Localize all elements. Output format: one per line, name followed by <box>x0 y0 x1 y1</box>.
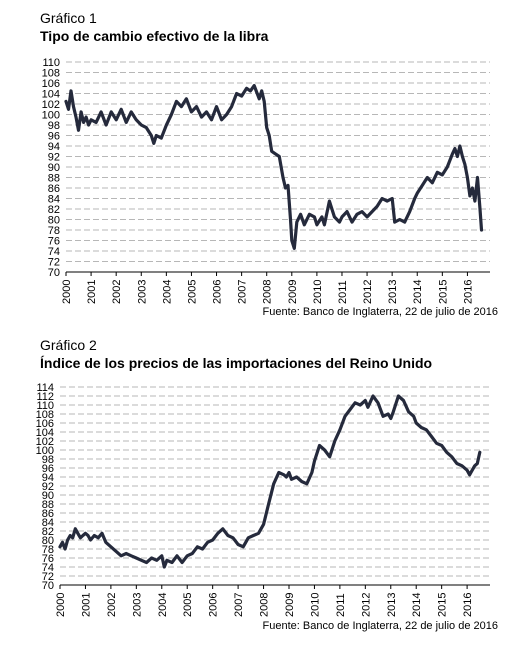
y-tick-label: 90 <box>42 490 54 502</box>
y-tick-label: 102 <box>36 436 54 448</box>
y-tick-label: 78 <box>48 225 60 237</box>
x-tick-label: 2000 <box>61 280 73 304</box>
x-tick-label: 2014 <box>411 593 423 617</box>
x-tick-label: 2005 <box>182 593 194 617</box>
x-tick-label: 2009 <box>287 280 299 304</box>
chart-source: Fuente: Banco de Inglaterra, 22 de julio… <box>262 620 498 632</box>
y-tick-label: 80 <box>42 535 54 547</box>
y-tick-label: 108 <box>42 68 60 80</box>
x-tick-label: 2012 <box>360 593 372 617</box>
y-tick-label: 104 <box>36 427 54 439</box>
x-tick-label: 2016 <box>462 593 474 617</box>
x-tick-label: 2004 <box>161 280 173 304</box>
y-tick-label: 86 <box>48 183 60 195</box>
figure-label: Gráfico 1 <box>40 10 97 26</box>
x-axis: 2000 2001 2002 2003 2004 2005 2006 2007 2008 2009… <box>61 272 474 304</box>
x-tick-label: 2006 <box>212 280 224 304</box>
y-tick-label: 98 <box>48 120 60 132</box>
y-tick-label: 76 <box>42 553 54 565</box>
x-tick-label: 2000 <box>55 593 67 617</box>
y-tick-label: 106 <box>36 418 54 430</box>
x-tick-label: 2011 <box>335 593 347 617</box>
y-tick-label: 90 <box>48 162 60 174</box>
y-tick-label: 84 <box>42 517 54 529</box>
x-tick-label: 2003 <box>131 593 143 617</box>
x-tick-label: 2001 <box>80 593 92 617</box>
x-tick-label: 2016 <box>462 280 474 304</box>
line-chart-exchange-rate: 7072747678808284868890929496981001021041… <box>42 57 490 304</box>
x-tick-label: 2009 <box>284 593 296 617</box>
y-tick-label: 74 <box>48 246 60 258</box>
y-tick-label: 110 <box>42 57 60 69</box>
y-tick-label: 112 <box>36 391 54 403</box>
x-tick-label: 2010 <box>309 593 321 617</box>
y-tick-label: 82 <box>42 526 54 538</box>
series-line <box>64 83 484 250</box>
x-tick-label: 2014 <box>412 280 424 304</box>
y-tick-label: 114 <box>36 382 54 394</box>
line-chart-import-prices: 7072747678808284868890929496981001021041… <box>36 382 490 617</box>
y-tick-label: 76 <box>48 236 60 248</box>
x-tick-label: 2013 <box>387 280 399 304</box>
x-tick-label: 2010 <box>312 280 324 304</box>
y-tick-label: 100 <box>42 110 60 122</box>
x-tick-label: 2007 <box>237 280 249 304</box>
y-tick-label: 100 <box>36 445 54 457</box>
x-tick-label: 2001 <box>86 280 98 304</box>
x-tick-label: 2012 <box>362 280 374 304</box>
chart-source: Fuente: Banco de Inglaterra, 22 de julio… <box>262 306 498 318</box>
y-tick-label: 72 <box>42 571 54 583</box>
y-tick-label: 80 <box>48 215 60 227</box>
y-axis: 7072747678808284868890929496981001021041… <box>36 382 54 592</box>
series-line <box>58 394 482 569</box>
chart-panel-2: Gráfico 2 Índice de los precios de las i… <box>0 330 532 647</box>
y-tick-label: 104 <box>42 89 60 101</box>
x-tick-label: 2006 <box>208 593 220 617</box>
y-tick-label: 86 <box>42 508 54 520</box>
y-axis: 7072747678808284868890929496981001021041… <box>42 57 60 279</box>
y-tick-label: 78 <box>42 544 54 556</box>
x-tick-label: 2004 <box>157 593 169 617</box>
chart-panel-1: Gráfico 1 Tipo de cambio efectivo de la … <box>40 10 498 318</box>
chart-title: Tipo de cambio efectivo de la libra <box>40 28 269 44</box>
x-tick-label: 2015 <box>437 593 449 617</box>
y-tick-label: 84 <box>48 194 60 206</box>
y-tick-label: 96 <box>48 131 60 143</box>
y-tick-label: 72 <box>48 257 60 269</box>
x-tick-label: 2003 <box>136 280 148 304</box>
y-tick-label: 92 <box>42 481 54 493</box>
x-tick-label: 2011 <box>337 280 349 304</box>
x-tick-label: 2002 <box>111 280 123 304</box>
x-tick-label: 2002 <box>106 593 118 617</box>
y-tick-label: 82 <box>48 204 60 216</box>
x-tick-label: 2015 <box>437 280 449 304</box>
y-tick-label: 70 <box>42 580 54 592</box>
x-tick-label: 2008 <box>262 280 274 304</box>
y-tick-label: 94 <box>42 472 54 484</box>
y-tick-label: 106 <box>42 78 60 90</box>
y-tick-label: 70 <box>48 267 60 279</box>
y-tick-label: 92 <box>48 152 60 164</box>
y-tick-label: 98 <box>42 454 54 466</box>
y-tick-label: 110 <box>36 400 54 412</box>
x-tick-label: 2013 <box>386 593 398 617</box>
y-tick-label: 94 <box>48 141 60 153</box>
y-tick-label: 88 <box>42 499 54 511</box>
y-tick-label: 88 <box>48 173 60 185</box>
gridlines <box>66 61 490 262</box>
y-tick-label: 96 <box>42 463 54 475</box>
y-tick-label: 102 <box>42 99 60 111</box>
y-tick-label: 74 <box>42 562 54 574</box>
figure-label: Gráfico 2 <box>40 337 97 353</box>
y-tick-label: 108 <box>36 409 54 421</box>
x-tick-label: 2005 <box>186 280 198 304</box>
x-tick-label: 2007 <box>233 593 245 617</box>
x-axis: 2000 2001 2002 2003 2004 2005 2006 2007 2008 2009… <box>55 585 474 617</box>
x-tick-label: 2008 <box>259 593 271 617</box>
chart-title: Índice de los precios de las importacion… <box>40 355 433 371</box>
